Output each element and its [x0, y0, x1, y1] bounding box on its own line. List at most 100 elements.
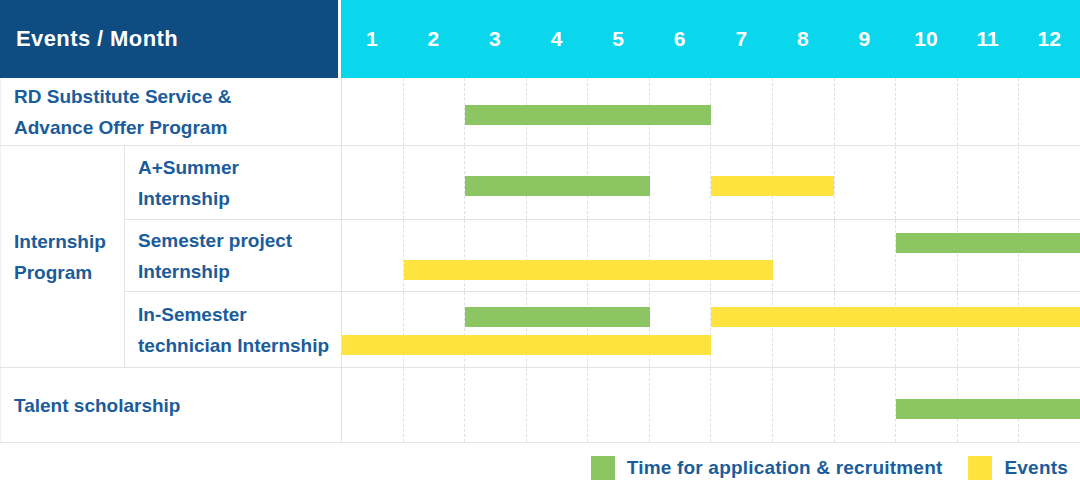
month-gridline-cell: [1018, 220, 1080, 291]
gantt-bar-events: [342, 335, 711, 355]
events-month-header: Events / Month: [0, 0, 338, 78]
month-header-10: 10: [895, 0, 957, 78]
month-header-2: 2: [403, 0, 465, 78]
month-gridline-cell: [526, 368, 588, 442]
month-gridline-cell: [957, 78, 1019, 145]
table-header-row: Events / Month 123456789101112: [0, 0, 1080, 78]
month-gridline-cell: [342, 292, 403, 367]
row-label-talent-scholarship: Talent scholarship: [0, 368, 341, 442]
gantt-bar-recruitment: [465, 105, 711, 125]
row-label-rd-substitute: RD Substitute Service & Advance Offer Pr…: [0, 78, 341, 145]
month-gridline-cell: [772, 292, 834, 367]
chart-cell-a-summer: [341, 146, 1080, 219]
row-label-semester-project: Semester project Internship: [125, 220, 341, 291]
month-gridline-cell: [649, 146, 711, 219]
row-label-line: technician Internship: [138, 330, 341, 361]
row-label-line: Internship: [138, 256, 341, 287]
gantt-bar-recruitment: [465, 176, 650, 196]
month-gridline-cell: [772, 78, 834, 145]
month-gridline-cell: [587, 292, 649, 367]
row-label-line: Semester project: [138, 225, 341, 256]
month-gridline-cell: [649, 368, 711, 442]
month-gridline-cell: [834, 220, 896, 291]
month-header-9: 9: [834, 0, 896, 78]
chart-cell-talent-scholarship: [341, 368, 1080, 442]
month-gridline-cell: [895, 146, 957, 219]
month-gridline-cell: [772, 368, 834, 442]
month-header-7: 7: [710, 0, 772, 78]
chart-cell-rd-substitute: [341, 78, 1080, 145]
month-gridline-cell: [464, 292, 526, 367]
month-gridline-cell: [403, 78, 465, 145]
gantt-bar-recruitment: [896, 399, 1080, 419]
legend-item-recruitment: Time for application & recruitment: [591, 456, 943, 480]
month-gridline-cell: [710, 368, 772, 442]
month-header-3: 3: [464, 0, 526, 78]
gantt-bar-events: [711, 307, 1080, 327]
month-gridline-cell: [834, 368, 896, 442]
gantt-bar-recruitment: [896, 233, 1080, 253]
row-semester-project-internship: Semester project Internship: [125, 219, 1080, 291]
month-header-8: 8: [772, 0, 834, 78]
gantt-table-body: RD Substitute Service & Advance Offer Pr…: [0, 78, 1080, 443]
month-gridline-cell: [1018, 78, 1080, 145]
month-gridline-cell: [342, 368, 403, 442]
recruitment-color-swatch: [591, 456, 615, 480]
month-gridline-cell: [957, 220, 1019, 291]
month-gridline-cell: [342, 220, 403, 291]
row-label-line: Talent scholarship: [14, 390, 341, 421]
month-gridline-cell: [403, 146, 465, 219]
month-gridline-cell: [1018, 146, 1080, 219]
group-label-line: Internship: [14, 226, 124, 257]
row-group-internship-program: Internship Program A+Summer Internship S…: [0, 146, 1080, 368]
events-color-swatch: [968, 456, 992, 480]
month-gridline-cell: [342, 78, 403, 145]
month-header-12: 12: [1018, 0, 1080, 78]
month-header-strip: 123456789101112: [341, 0, 1080, 78]
chart-cell-in-semester: [341, 292, 1080, 367]
row-label-in-semester: In-Semester technician Internship: [125, 292, 341, 367]
row-label-a-summer: A+Summer Internship: [125, 146, 341, 219]
month-gridline-cell: [957, 292, 1019, 367]
month-gridline-cell: [526, 292, 588, 367]
month-gridline-cell: [1018, 292, 1080, 367]
row-label-line: In-Semester: [138, 299, 341, 330]
internship-sub-rows: A+Summer Internship Semester project Int…: [125, 146, 1080, 367]
month-header-1: 1: [341, 0, 403, 78]
month-gridline-cell: [403, 368, 465, 442]
legend-label-events: Events: [1004, 457, 1068, 479]
month-gridline-cell: [834, 78, 896, 145]
legend: Time for application & recruitment Event…: [0, 454, 1068, 482]
group-label-line: Program: [14, 257, 124, 288]
row-label-line: RD Substitute Service &: [14, 81, 341, 112]
month-gridline-cell: [895, 78, 957, 145]
month-header-6: 6: [649, 0, 711, 78]
legend-item-events: Events: [968, 456, 1068, 480]
row-a-summer-internship: A+Summer Internship: [125, 146, 1080, 219]
row-rd-substitute: RD Substitute Service & Advance Offer Pr…: [0, 78, 1080, 146]
row-label-line: A+Summer: [138, 152, 341, 183]
month-gridline-cell: [895, 220, 957, 291]
month-gridline-cell: [895, 292, 957, 367]
month-header-4: 4: [526, 0, 588, 78]
row-label-line: Internship: [138, 183, 341, 214]
gantt-bar-events: [404, 260, 773, 280]
month-header-5: 5: [587, 0, 649, 78]
month-gridline-cell: [464, 368, 526, 442]
month-gridline-cell: [710, 78, 772, 145]
month-gridline-cell: [834, 292, 896, 367]
row-label-line: Advance Offer Program: [14, 112, 341, 143]
month-gridline-cell: [834, 146, 896, 219]
gantt-bar-recruitment: [465, 307, 650, 327]
month-gridline-cell: [957, 146, 1019, 219]
row-in-semester-technician: In-Semester technician Internship: [125, 291, 1080, 367]
gantt-bar-events: [711, 176, 834, 196]
month-gridline-cell: [649, 292, 711, 367]
month-gridline-cell: [587, 368, 649, 442]
chart-cell-semester-project: [341, 220, 1080, 291]
month-gridline-cell: [772, 220, 834, 291]
month-gridline-cell: [342, 146, 403, 219]
month-gridline-cell: [710, 292, 772, 367]
group-label-internship-program: Internship Program: [0, 146, 125, 367]
month-gridline-cell: [403, 292, 465, 367]
